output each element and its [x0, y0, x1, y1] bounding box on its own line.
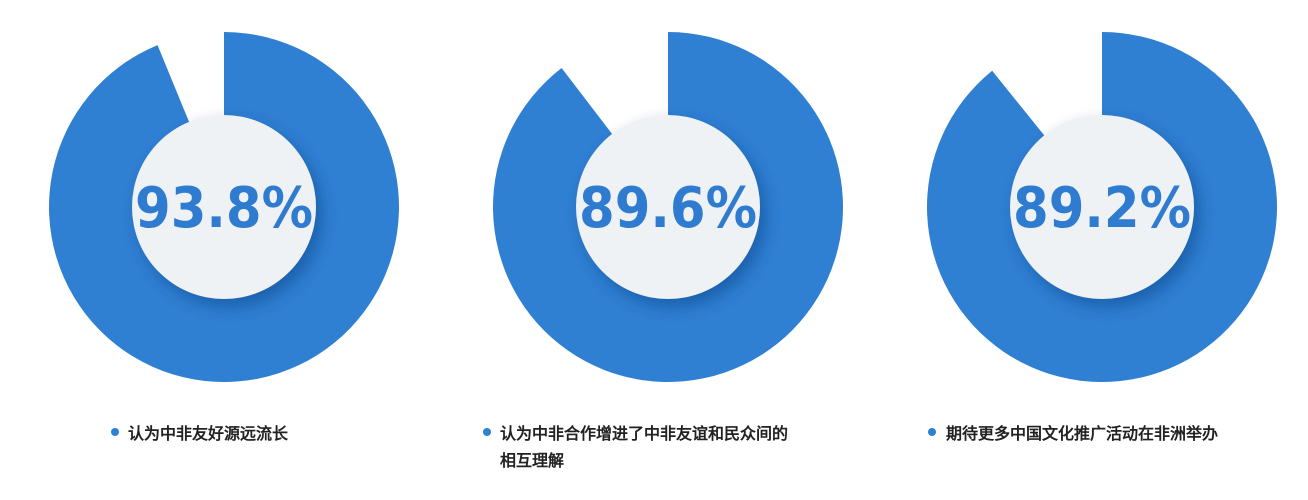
legend-bullet-3 [928, 428, 936, 436]
legend-label-2: 认为中非合作增进了中非友谊和民众间的 相互理解 [500, 420, 788, 474]
value-label-1: 93.8% [135, 176, 313, 241]
legend-bullet-1 [111, 428, 119, 436]
center-disc-1 [132, 115, 316, 299]
legend-label-2-line-2: 相互理解 [500, 451, 565, 470]
legend-bullet-2 [483, 428, 491, 436]
center-disc-3 [1010, 115, 1194, 299]
value-label-2: 89.6% [579, 176, 757, 241]
center-disc-2 [576, 115, 760, 299]
legend-label-2-line-1: 认为中非合作增进了中非友谊和民众间的 [500, 424, 789, 443]
legend-label-1: 认为中非友好源远流长 [128, 424, 289, 443]
legend-label-3: 期待更多中国文化推广活动在非洲举办 [946, 424, 1219, 443]
value-label-3: 89.2% [1013, 176, 1191, 241]
